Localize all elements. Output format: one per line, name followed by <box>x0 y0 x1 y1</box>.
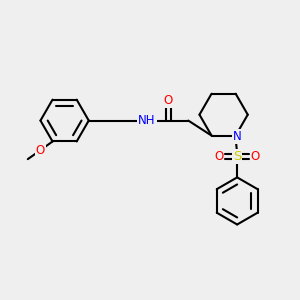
Text: NH: NH <box>138 114 156 127</box>
Text: S: S <box>233 150 241 163</box>
Text: O: O <box>35 144 45 157</box>
Text: O: O <box>251 150 260 163</box>
Text: O: O <box>164 94 173 107</box>
Text: N: N <box>233 130 242 143</box>
Text: O: O <box>214 150 224 163</box>
